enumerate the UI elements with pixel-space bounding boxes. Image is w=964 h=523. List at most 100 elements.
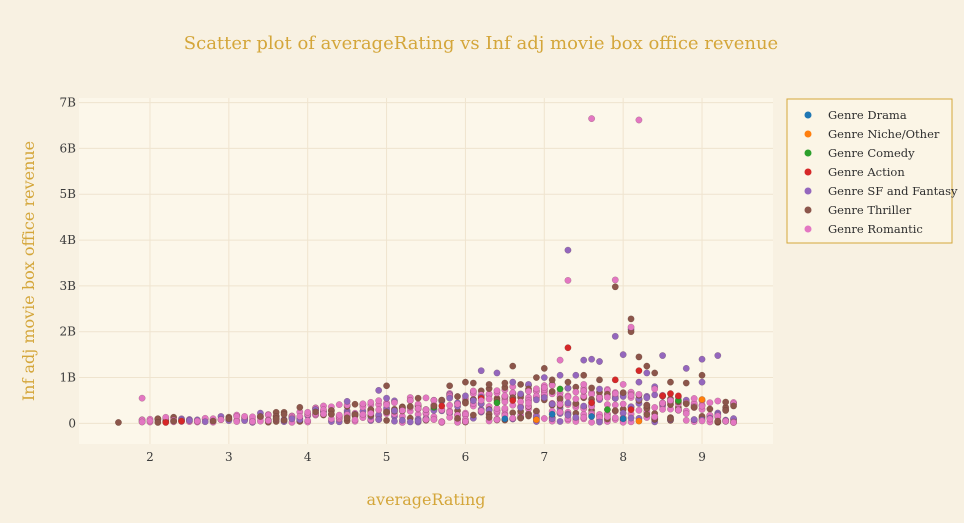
data-point[interactable] [461,418,469,425]
data-point[interactable] [217,416,225,424]
data-point[interactable] [178,417,185,425]
data-point[interactable] [540,394,548,402]
data-point[interactable] [572,388,580,396]
data-point[interactable] [430,416,438,423]
data-point[interactable] [509,397,517,404]
data-point[interactable] [469,379,477,387]
data-point[interactable] [304,408,312,416]
data-point[interactable] [596,418,603,426]
data-point[interactable] [391,417,398,425]
legend-item[interactable]: Genre Thriller [804,203,912,217]
data-point[interactable] [327,410,335,418]
data-point[interactable] [643,411,651,418]
data-point[interactable] [627,391,635,399]
data-point[interactable] [509,362,517,370]
data-point[interactable] [446,382,454,390]
data-point[interactable] [659,392,667,400]
data-point[interactable] [296,403,304,411]
data-point[interactable] [485,413,493,421]
data-point[interactable] [241,412,249,420]
data-point[interactable] [114,419,122,426]
data-point[interactable] [674,406,682,414]
legend-item[interactable]: Genre Comedy [804,146,916,160]
data-point[interactable] [540,384,548,392]
data-point[interactable] [461,378,469,386]
legend-item[interactable]: Genre SF and Fantasy [804,184,958,198]
data-point[interactable] [383,416,391,424]
data-point[interactable] [635,406,643,414]
data-point[interactable] [651,391,659,399]
data-point[interactable] [674,392,682,400]
data-point[interactable] [469,387,477,395]
data-point[interactable] [391,399,398,407]
data-point[interactable] [154,419,162,426]
data-point[interactable] [383,408,391,416]
data-point[interactable] [564,378,572,386]
data-point[interactable] [548,410,556,418]
data-point[interactable] [572,371,580,379]
data-point[interactable] [509,378,517,386]
data-point[interactable] [517,414,525,422]
data-point[interactable] [256,413,264,420]
data-point[interactable] [588,355,596,363]
data-point[interactable] [611,414,619,422]
data-point[interactable] [501,415,509,423]
data-point[interactable] [635,367,643,375]
data-point[interactable] [730,402,738,410]
data-point[interactable] [588,384,596,392]
data-point[interactable] [596,385,603,393]
data-point[interactable] [406,418,414,426]
data-point[interactable] [391,407,398,415]
data-point[interactable] [469,397,477,405]
data-point[interactable] [706,415,714,423]
data-point[interactable] [525,387,532,395]
data-point[interactable] [430,402,438,410]
data-point[interactable] [682,416,690,424]
data-point[interactable] [667,397,674,404]
data-point[interactable] [233,418,241,425]
data-point[interactable] [548,376,556,384]
data-point[interactable] [588,418,596,426]
data-point[interactable] [383,382,391,390]
data-point[interactable] [422,416,430,424]
data-point[interactable] [682,379,690,387]
data-point[interactable] [548,388,556,395]
data-point[interactable] [264,417,272,425]
data-point[interactable] [398,407,406,414]
data-point[interactable] [485,380,493,388]
data-point[interactable] [580,402,588,410]
data-point[interactable] [596,376,603,384]
data-point[interactable] [146,417,154,425]
data-point[interactable] [485,395,493,403]
data-point[interactable] [698,417,706,425]
data-point[interactable] [627,315,635,323]
data-point[interactable] [446,394,454,402]
legend-item[interactable]: Genre Action [804,165,906,179]
data-point[interactable] [722,407,730,414]
data-point[interactable] [580,380,588,388]
data-point[interactable] [564,393,572,401]
data-point[interactable] [682,400,690,408]
data-point[interactable] [651,404,659,411]
data-point[interactable] [627,414,635,422]
data-point[interactable] [343,397,351,405]
data-point[interactable] [572,413,580,421]
data-point[interactable] [611,332,619,340]
data-point[interactable] [635,353,643,361]
data-point[interactable] [603,393,611,401]
data-point[interactable] [540,364,548,372]
data-point[interactable] [611,283,619,291]
data-point[interactable] [375,386,383,394]
data-point[interactable] [643,394,651,402]
data-point[interactable] [564,276,572,284]
data-point[interactable] [138,394,146,402]
data-point[interactable] [627,323,635,331]
data-point[interactable] [320,410,327,418]
data-point[interactable] [556,408,564,416]
data-point[interactable] [556,371,564,379]
data-point[interactable] [596,394,603,402]
data-point[interactable] [304,417,312,425]
data-point[interactable] [619,351,627,359]
data-point[interactable] [706,405,714,413]
data-point[interactable] [225,415,233,423]
